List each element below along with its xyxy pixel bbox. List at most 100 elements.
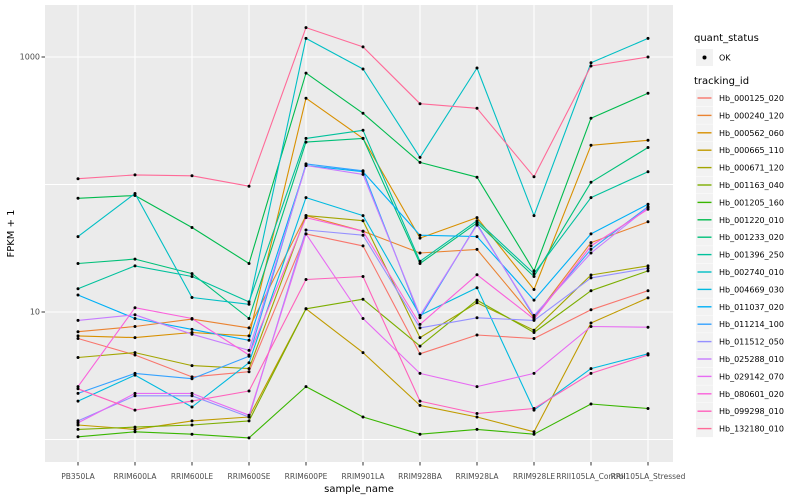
data-point bbox=[589, 196, 593, 200]
data-point bbox=[76, 337, 80, 340]
data-point bbox=[532, 313, 536, 317]
data-point bbox=[133, 430, 137, 434]
plot-panel bbox=[45, 5, 673, 462]
data-point bbox=[418, 251, 422, 255]
data-point bbox=[475, 216, 479, 220]
data-point bbox=[76, 391, 80, 395]
data-point bbox=[304, 36, 308, 40]
data-point bbox=[418, 371, 422, 375]
data-point bbox=[190, 391, 194, 395]
y-tick-label: 10 bbox=[30, 308, 40, 317]
data-point bbox=[190, 226, 194, 229]
data-point bbox=[304, 196, 308, 200]
data-point bbox=[589, 143, 593, 147]
data-point bbox=[247, 367, 251, 371]
data-point bbox=[475, 301, 479, 305]
legend-label-tracking-id: Hb_001233_020 bbox=[719, 233, 784, 242]
x-tick-label: RRIM928LE bbox=[513, 472, 556, 481]
data-point bbox=[247, 300, 251, 304]
data-point bbox=[361, 275, 365, 278]
data-point bbox=[475, 66, 479, 70]
data-point bbox=[133, 264, 137, 268]
legend: quant_status OK tracking_id Hb_000125_020 Hb… bbox=[694, 33, 784, 438]
data-point bbox=[361, 67, 365, 71]
data-point bbox=[133, 425, 137, 429]
data-point bbox=[532, 337, 536, 340]
data-point bbox=[190, 275, 194, 278]
legend-label-tracking-id: Hb_132180_010 bbox=[719, 425, 784, 434]
data-point bbox=[76, 262, 80, 265]
data-point bbox=[76, 235, 80, 239]
data-point bbox=[133, 408, 137, 412]
data-point bbox=[475, 223, 479, 227]
data-point bbox=[76, 293, 80, 297]
data-point bbox=[361, 297, 365, 301]
data-point bbox=[361, 219, 365, 223]
data-point bbox=[133, 351, 137, 355]
data-point bbox=[247, 326, 251, 330]
data-point bbox=[475, 412, 479, 415]
point-symbol-icon bbox=[702, 55, 707, 60]
data-point bbox=[589, 402, 593, 406]
data-point bbox=[646, 220, 650, 224]
legend-label-tracking-id: Hb_000125_020 bbox=[719, 94, 784, 103]
data-point bbox=[133, 371, 137, 375]
data-point bbox=[589, 308, 593, 312]
data-point bbox=[475, 219, 479, 223]
data-point bbox=[475, 286, 479, 290]
data-point bbox=[247, 184, 251, 188]
data-point bbox=[589, 371, 593, 375]
data-point bbox=[304, 307, 308, 311]
data-point bbox=[247, 348, 251, 352]
data-point bbox=[361, 317, 365, 320]
data-point bbox=[418, 322, 422, 326]
data-point bbox=[532, 407, 536, 410]
x-tick-label: RRII105LA_Control bbox=[556, 472, 626, 481]
data-point bbox=[247, 413, 251, 417]
data-point bbox=[418, 432, 422, 436]
data-point bbox=[475, 175, 479, 179]
data-point bbox=[646, 207, 650, 211]
data-point bbox=[418, 236, 422, 240]
data-point bbox=[76, 399, 80, 403]
data-point bbox=[133, 427, 137, 431]
data-point bbox=[190, 327, 194, 331]
data-point bbox=[589, 232, 593, 236]
data-point bbox=[418, 259, 422, 263]
data-point bbox=[247, 302, 251, 306]
data-point bbox=[532, 432, 536, 436]
data-point bbox=[646, 146, 650, 149]
data-point bbox=[646, 296, 650, 300]
legend-label-tracking-id: Hb_080601_020 bbox=[719, 390, 784, 399]
data-point bbox=[304, 136, 308, 140]
data-point bbox=[76, 427, 80, 431]
data-point bbox=[133, 192, 137, 195]
axes: 1000 10 PB350LA RRIM600LA RRIM600LE RRIM600SE… bbox=[6, 53, 686, 496]
data-point bbox=[361, 214, 365, 218]
data-point bbox=[418, 233, 422, 237]
data-point bbox=[475, 415, 479, 419]
legend-label-tracking-id: Hb_029142_070 bbox=[719, 372, 784, 381]
data-point bbox=[76, 387, 80, 391]
data-point bbox=[589, 64, 593, 68]
legend-label-tracking-id: Hb_000562_060 bbox=[719, 129, 784, 138]
data-point bbox=[475, 427, 479, 431]
data-point bbox=[361, 351, 365, 355]
data-point bbox=[247, 317, 251, 320]
data-point bbox=[532, 214, 536, 218]
x-tick-label: RRII105LA_Stressed bbox=[611, 472, 686, 481]
data-point bbox=[589, 273, 593, 277]
data-point bbox=[247, 353, 251, 357]
data-point bbox=[589, 251, 593, 255]
data-point bbox=[361, 233, 365, 237]
data-point bbox=[361, 111, 365, 115]
data-point bbox=[247, 370, 251, 374]
data-point bbox=[304, 71, 308, 75]
x-tick-label: RRIM600LA bbox=[114, 472, 158, 481]
data-point bbox=[646, 202, 650, 206]
data-point bbox=[133, 317, 137, 320]
data-point bbox=[475, 316, 479, 320]
legend-label-tracking-id: Hb_004669_030 bbox=[719, 285, 784, 294]
